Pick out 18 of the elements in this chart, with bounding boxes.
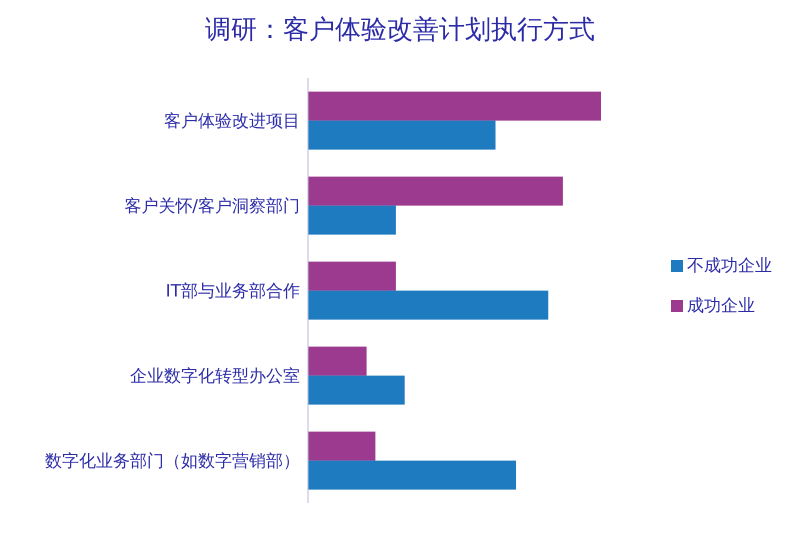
bar [308, 290, 548, 320]
bar [308, 92, 601, 121]
bar [308, 176, 563, 206]
bar [308, 262, 396, 291]
chart-title: 调研：客户体验改善计划执行方式 [204, 14, 596, 47]
legend-label: 不成功企业 [687, 256, 772, 276]
bar [308, 346, 367, 376]
y-tick-label: 客户关怀/客户洞察部门 [124, 196, 300, 217]
bar [308, 120, 496, 150]
y-tick-label: 客户体验改进项目 [164, 112, 300, 132]
y-tick-label: 数字化业务部门（如数字营销部） [45, 452, 300, 472]
legend-label: 成功企业 [687, 296, 755, 316]
bar [308, 460, 516, 490]
bar [308, 206, 396, 235]
bar [308, 376, 405, 405]
y-tick-label: IT部与业务部合作 [166, 282, 300, 302]
bar [308, 432, 376, 461]
y-tick-label: 企业数字化转型办公室 [130, 366, 300, 387]
